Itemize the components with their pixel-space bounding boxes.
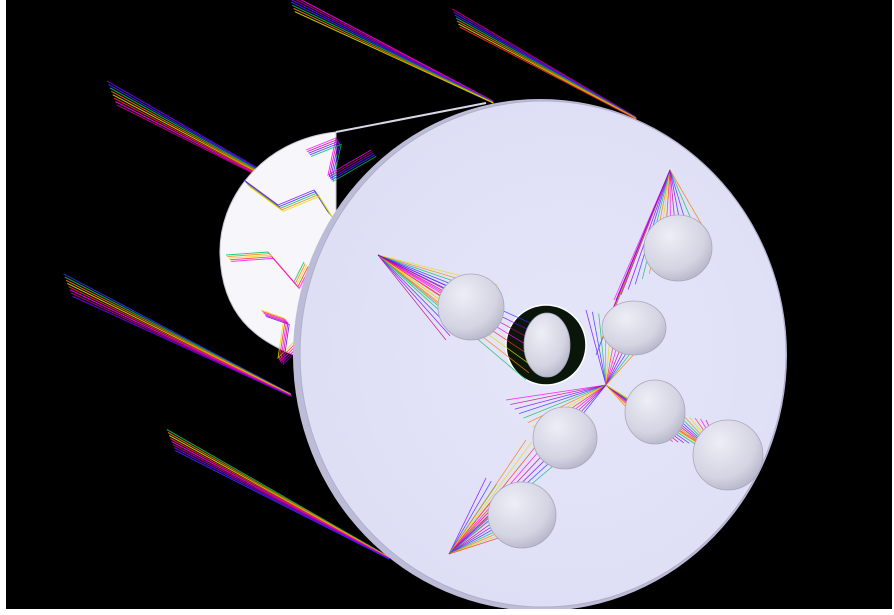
ray: [64, 276, 291, 395]
ray: [518, 384, 607, 415]
ray: [290, 0, 494, 103]
sphere-mirror: [624, 379, 686, 445]
ray-bundle: [452, 8, 637, 120]
rear-fan: [305, 137, 377, 183]
ray: [260, 309, 297, 360]
ray: [456, 20, 637, 119]
sphere-mirror: [523, 312, 571, 378]
sphere-mirror: [692, 419, 764, 491]
ray: [170, 438, 390, 559]
ray: [68, 286, 292, 396]
ray: [510, 384, 607, 405]
ray: [69, 289, 292, 397]
ray: [72, 295, 292, 397]
sphere-mirror: [643, 214, 713, 282]
ray-bundle: [290, 0, 494, 104]
ray: [448, 481, 492, 555]
ray: [527, 384, 607, 424]
ray: [669, 169, 707, 233]
ray: [294, 11, 494, 104]
ray: [295, 0, 493, 102]
ray: [377, 254, 451, 337]
cylinder-top-edge: [335, 102, 487, 133]
rear-ray-fans: [225, 137, 377, 366]
rear-fan: [225, 251, 310, 290]
ray: [266, 315, 302, 366]
optical-system-render: [63, 0, 787, 609]
ray-trace-viewport[interactable]: [6, 0, 892, 609]
spherical-mirrors: [437, 214, 764, 549]
ray: [305, 137, 372, 176]
ray-bundle: [166, 429, 390, 560]
ray: [173, 447, 390, 560]
ray: [459, 26, 637, 120]
rear-fan: [243, 179, 334, 219]
ray: [70, 292, 292, 397]
ray: [293, 7, 494, 104]
ray: [308, 140, 374, 180]
ray: [263, 312, 299, 363]
ray: [292, 4, 494, 103]
ray: [458, 23, 637, 120]
ray: [377, 254, 447, 341]
ray: [585, 309, 607, 386]
sphere-mirror: [437, 273, 505, 341]
ray: [264, 314, 301, 365]
ray: [290, 1, 494, 103]
sphere-mirror: [601, 300, 667, 356]
ray: [300, 0, 493, 102]
ray: [262, 311, 298, 361]
ray: [514, 384, 607, 410]
ray-bundle: [63, 273, 292, 397]
ray: [172, 444, 390, 560]
ray: [248, 186, 334, 219]
ray: [505, 384, 607, 401]
ray: [627, 169, 671, 290]
ray: [523, 384, 607, 419]
ray: [448, 441, 533, 555]
ray: [448, 439, 527, 555]
ray: [615, 169, 671, 301]
ray: [448, 477, 487, 555]
ray: [598, 313, 607, 386]
ray: [311, 143, 377, 183]
sphere-mirror: [532, 406, 598, 470]
ray: [171, 441, 390, 559]
ray: [309, 142, 376, 181]
sphere-mirror: [487, 481, 557, 549]
ray: [591, 311, 607, 386]
rear-fan: [260, 309, 302, 366]
ray: [67, 282, 292, 396]
ray: [231, 257, 310, 290]
ray: [174, 450, 390, 560]
ray: [307, 138, 373, 178]
incoming-ray-bundles: [63, 0, 637, 560]
ray: [63, 273, 291, 395]
ray: [65, 279, 292, 395]
